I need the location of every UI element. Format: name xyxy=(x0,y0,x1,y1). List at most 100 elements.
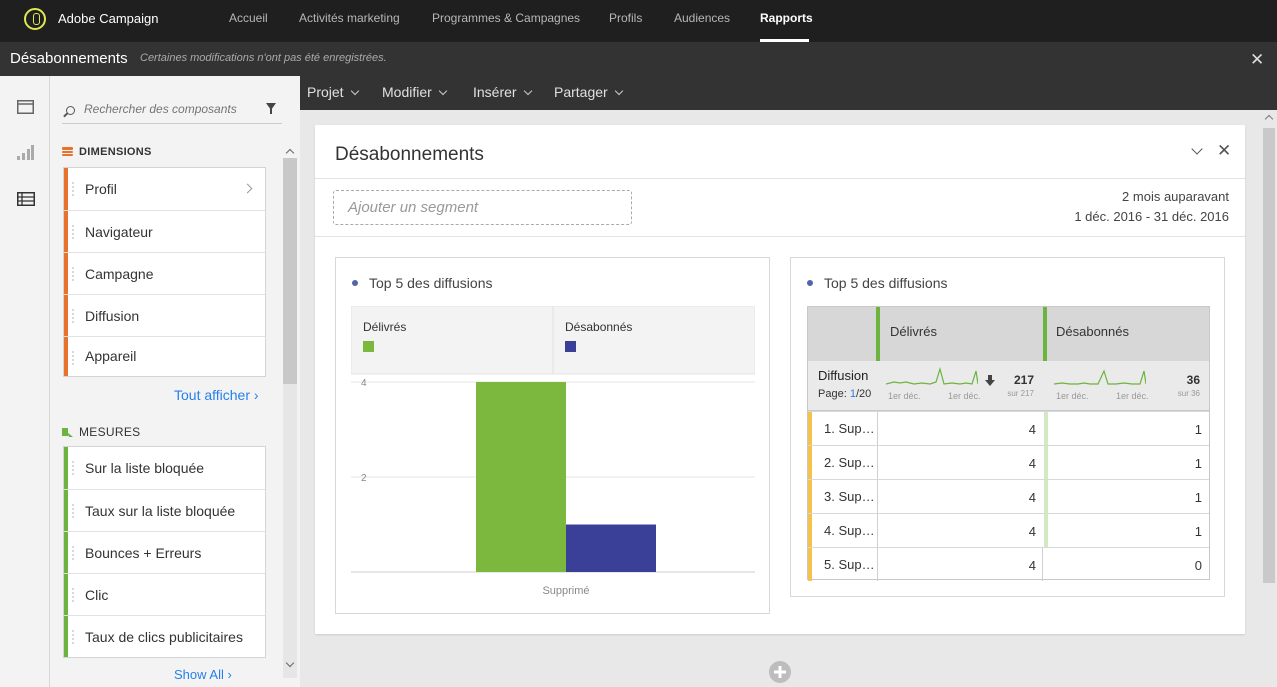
nav-item-profils[interactable]: Profils xyxy=(609,11,643,25)
panel-title[interactable]: Désabonnements xyxy=(335,144,484,165)
menu-partager[interactable]: Partager xyxy=(554,84,623,100)
drag-handle-icon[interactable] xyxy=(72,504,74,518)
divider xyxy=(877,480,878,514)
cell-unsubscribed: 1 xyxy=(1194,490,1202,505)
workspace-scrollbar[interactable] xyxy=(1261,110,1277,687)
dimension-item-appareil[interactable]: Appareil xyxy=(64,336,265,376)
page-total: /20 xyxy=(855,388,872,400)
sparkline-start-label: 1er déc. xyxy=(888,391,921,401)
menu-modifier[interactable]: Modifier xyxy=(382,84,448,100)
dimension-item-profil[interactable]: Profil xyxy=(64,168,265,210)
column-header-delivered[interactable]: Délivrés xyxy=(890,324,937,339)
close-project-icon[interactable]: ✕ xyxy=(1250,50,1265,69)
drag-handle-icon[interactable] xyxy=(72,225,74,239)
date-range-value: 1 déc. 2016 - 31 déc. 2016 xyxy=(1074,209,1229,224)
drag-handle-icon[interactable] xyxy=(72,630,74,644)
dimension-label: Campagne xyxy=(85,266,154,282)
measure-item-bounces-errors[interactable]: Bounces + Erreurs xyxy=(64,531,265,573)
y-tick-label: 2 xyxy=(361,473,367,484)
components-icon[interactable] xyxy=(17,192,35,206)
workspace-scrollbar-thumb[interactable] xyxy=(1263,128,1275,583)
filter-icon[interactable] xyxy=(266,103,276,114)
row-label[interactable]: 4. Sup… xyxy=(824,523,875,538)
drag-handle-icon[interactable] xyxy=(72,546,74,560)
measure-item-blocklist[interactable]: Sur la liste bloquée xyxy=(64,447,265,489)
date-range-selector[interactable]: 2 mois auparavant 1 déc. 2016 - 31 déc. … xyxy=(1074,187,1229,227)
cell-bar xyxy=(1044,514,1048,548)
visualization-title[interactable]: Top 5 des diffusions xyxy=(807,275,948,291)
metric-color-bar xyxy=(876,307,880,361)
chevron-down-icon xyxy=(523,86,532,96)
drag-handle-icon[interactable] xyxy=(72,267,74,281)
collapse-panel-icon[interactable] xyxy=(1191,143,1203,155)
project-title[interactable]: Désabonnements xyxy=(10,50,128,67)
nav-item-audiences[interactable]: Audiences xyxy=(674,11,731,25)
table-row[interactable]: 4. Sup… 4 1 xyxy=(808,513,1209,548)
freeform-table: Délivrés Désabonnés Diffusion Page: 1/20… xyxy=(807,306,1210,581)
pagination[interactable]: Page: 1/20 xyxy=(818,388,871,400)
page-label: Page: xyxy=(818,388,847,400)
legend-label: Désabonnés xyxy=(565,320,632,334)
row-label[interactable]: 2. Sup… xyxy=(824,455,875,470)
bar-unsubscribed xyxy=(566,524,656,572)
table-row[interactable]: 2. Sup… 4 1 xyxy=(808,445,1209,480)
table-row[interactable]: 3. Sup… 4 1 xyxy=(808,479,1209,514)
sparkline-start-label: 1er déc. xyxy=(1056,391,1089,401)
measures-header: MESURES xyxy=(62,425,140,439)
dimension-item-diffusion[interactable]: Diffusion xyxy=(64,294,265,336)
menu-inserer-label: Insérer xyxy=(473,84,517,100)
total-delivered-sub: sur 217 xyxy=(1007,389,1034,398)
table-row[interactable]: 1. Sup… 4 1 xyxy=(808,411,1209,446)
nav-item-rapports[interactable]: Rapports xyxy=(760,11,813,25)
row-label[interactable]: 5. Sup… xyxy=(824,557,875,572)
divider xyxy=(315,236,1245,237)
cell-unsubscribed: 1 xyxy=(1194,524,1202,539)
status-dot-icon xyxy=(807,280,813,286)
cell-unsubscribed: 1 xyxy=(1194,422,1202,437)
dimension-item-campagne[interactable]: Campagne xyxy=(64,252,265,294)
column-header-unsubscribed[interactable]: Désabonnés xyxy=(1056,324,1129,339)
dimension-item-navigateur[interactable]: Navigateur xyxy=(64,210,265,252)
table-row[interactable]: 5. Sup… 4 0 xyxy=(808,547,1209,581)
drag-handle-icon[interactable] xyxy=(72,461,74,475)
panel-scrollbar-thumb[interactable] xyxy=(283,158,297,384)
dimensions-show-all-link[interactable]: Tout afficher › xyxy=(174,387,259,403)
chevron-down-icon xyxy=(614,86,623,96)
measure-label: Bounces + Erreurs xyxy=(85,545,202,561)
sort-descending-icon[interactable] xyxy=(985,375,995,387)
chevron-right-icon[interactable] xyxy=(242,183,253,194)
visualization-title-text: Top 5 des diffusions xyxy=(369,275,493,291)
close-panel-icon[interactable]: ✕ xyxy=(1217,141,1232,160)
adobe-campaign-logo-icon[interactable] xyxy=(24,8,46,30)
add-panel-icon[interactable] xyxy=(768,660,792,684)
menu-projet[interactable]: Projet xyxy=(307,84,359,100)
dimension-color-bar xyxy=(64,295,68,336)
row-label[interactable]: 1. Sup… xyxy=(824,421,875,436)
menu-inserer[interactable]: Insérer xyxy=(473,84,532,100)
scroll-up-icon[interactable] xyxy=(285,148,295,158)
drag-handle-icon[interactable] xyxy=(72,588,74,602)
page-current[interactable]: 1 xyxy=(849,388,856,400)
segment-drop-zone[interactable]: Ajouter un segment xyxy=(333,190,632,225)
measure-item-ctr[interactable]: Taux de clics publicitaires xyxy=(64,615,265,657)
nav-item-accueil[interactable]: Accueil xyxy=(229,11,268,25)
drag-handle-icon[interactable] xyxy=(72,309,74,323)
nav-item-programmes-campagnes[interactable]: Programmes & Campagnes xyxy=(432,11,581,25)
panels-icon[interactable] xyxy=(17,100,34,114)
active-nav-indicator xyxy=(760,39,809,42)
scroll-up-icon[interactable] xyxy=(1264,114,1274,124)
chevron-down-icon xyxy=(350,86,359,96)
project-title-bar: Désabonnements Certaines modifications n… xyxy=(0,42,1277,76)
measure-item-blocklist-rate[interactable]: Taux sur la liste bloquée xyxy=(64,489,265,531)
nav-item-activites-marketing[interactable]: Activités marketing xyxy=(299,11,400,25)
measures-show-all-link[interactable]: Show All › xyxy=(174,667,232,682)
measure-item-clic[interactable]: Clic xyxy=(64,573,265,615)
total-unsubscribed: 36 xyxy=(1186,373,1200,387)
visualization-title[interactable]: Top 5 des diffusions xyxy=(352,275,493,291)
drag-handle-icon[interactable] xyxy=(72,351,74,365)
search-icon xyxy=(66,106,75,115)
drag-handle-icon[interactable] xyxy=(72,182,74,196)
row-label[interactable]: 3. Sup… xyxy=(824,489,875,504)
search-input[interactable] xyxy=(84,102,254,116)
visualizations-icon[interactable] xyxy=(17,145,34,160)
